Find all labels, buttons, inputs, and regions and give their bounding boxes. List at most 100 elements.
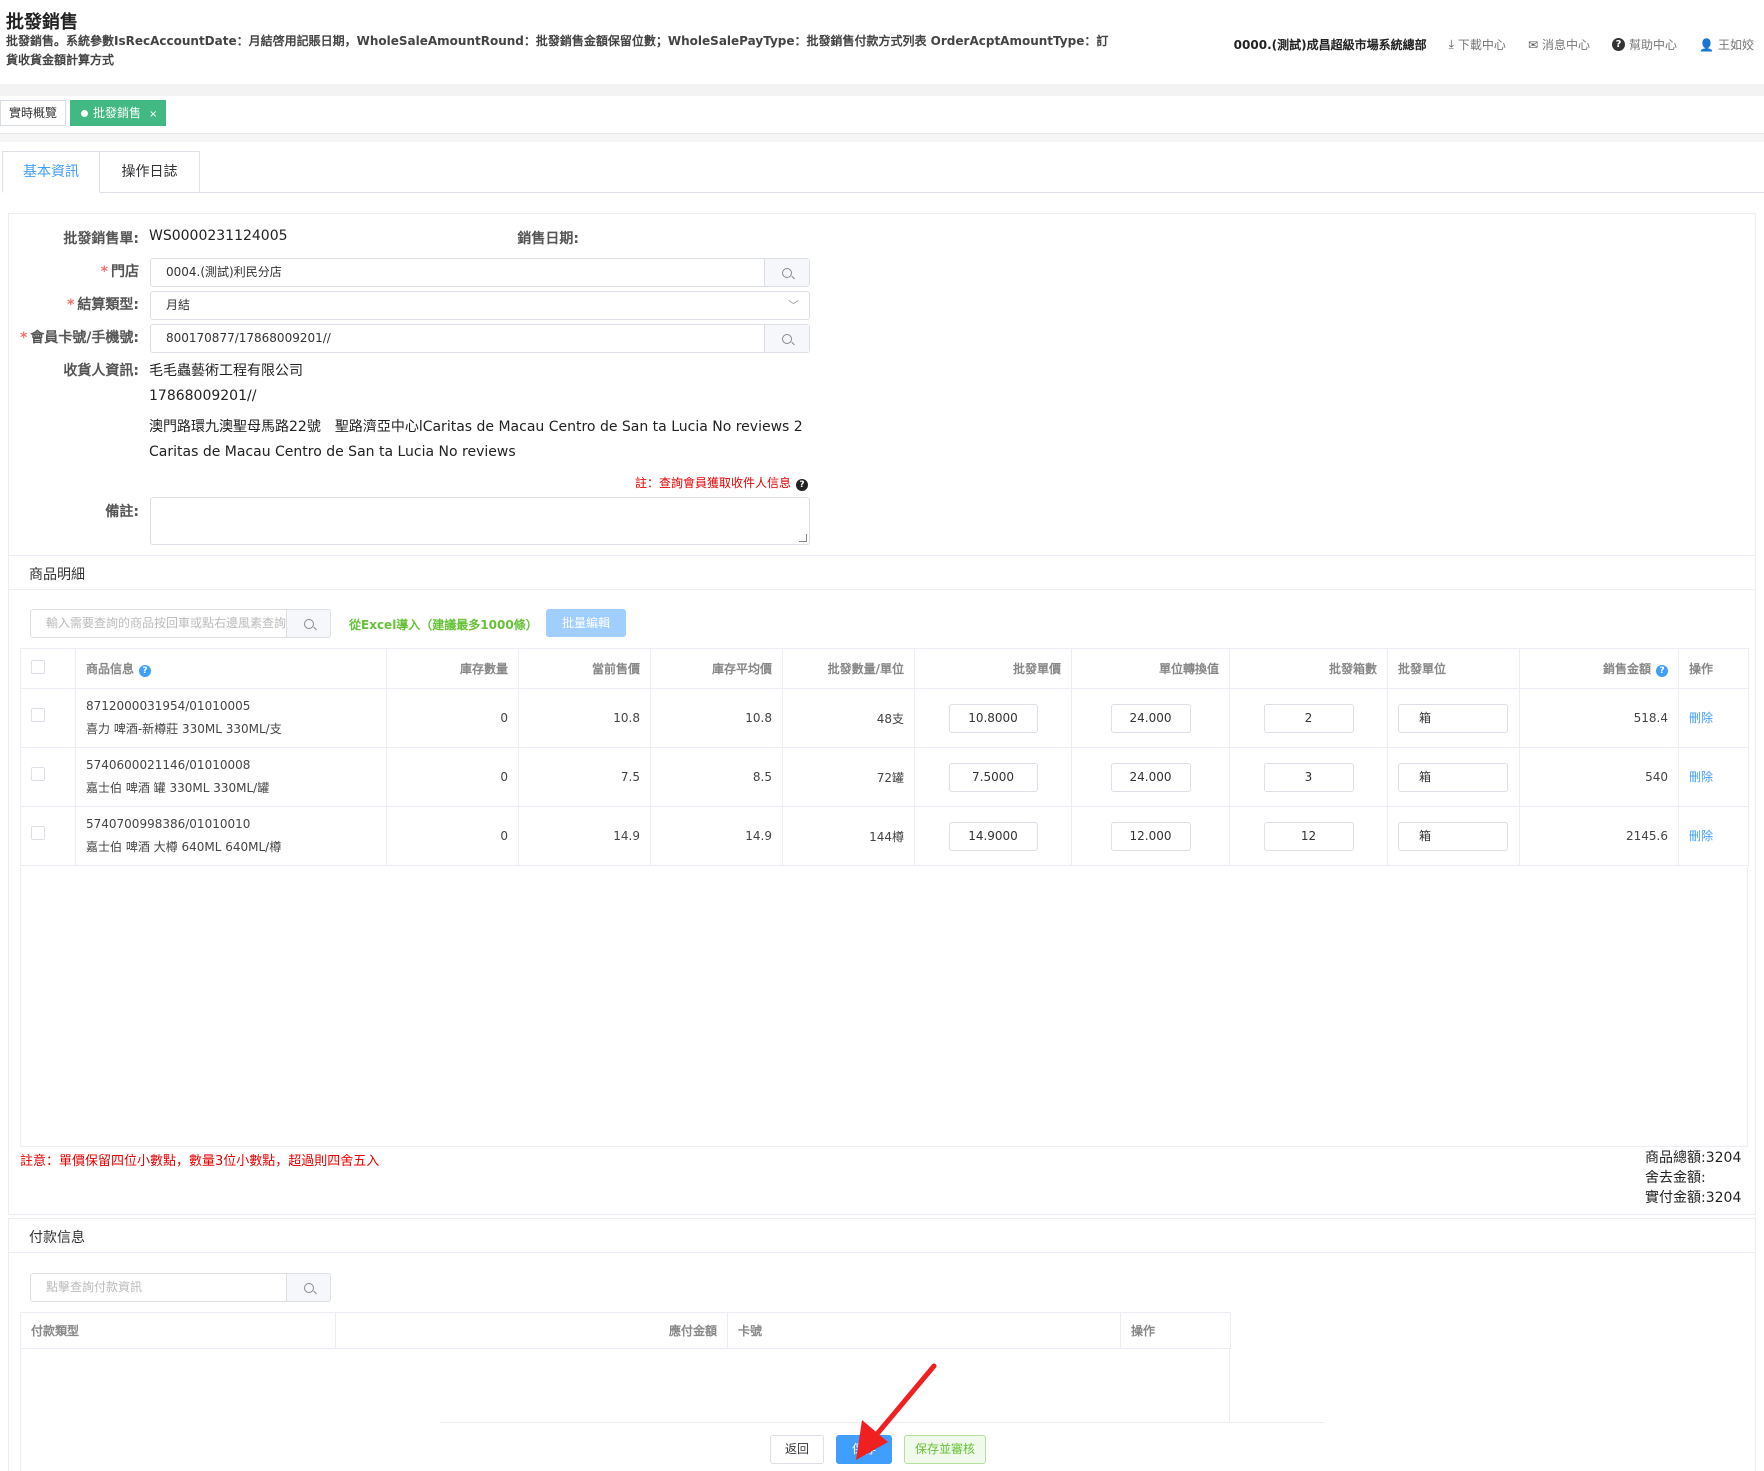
- col-pay-action: 操作: [1120, 1312, 1231, 1349]
- question-icon[interactable]: ?: [796, 479, 809, 491]
- page-description: 批發銷售。系統參數IsRecAccountDate：月結啓用記賬日期，Whole…: [6, 34, 1109, 67]
- resize-handle-icon[interactable]: [799, 534, 807, 542]
- goods-name: 嘉士伯 啤酒 大樽 640ML 640ML/樽: [86, 840, 282, 854]
- goods-table-empty-area: [20, 867, 1748, 1147]
- payment-search-input[interactable]: 點擊查詢付款資訊: [30, 1273, 331, 1302]
- wholesale-unit-cell: 箱: [1387, 806, 1520, 866]
- unit-price-input[interactable]: 14.9000: [948, 821, 1038, 851]
- store-field[interactable]: 0004.(測試)利民分店: [150, 258, 810, 287]
- user-menu[interactable]: 👤 王如姣: [1699, 36, 1754, 53]
- settle-type-label: * 結算類型:: [9, 294, 139, 314]
- search-icon: [782, 333, 792, 344]
- tag-wholesale-label: 批發銷售: [93, 106, 142, 120]
- boxes-input[interactable]: 12: [1263, 821, 1354, 851]
- boxes-input[interactable]: 2: [1263, 703, 1354, 733]
- paid-row: 實付金額: 3204: [1645, 1188, 1755, 1208]
- store-search-button[interactable]: [764, 259, 809, 286]
- goods-info-cell: 5740700998386/01010010 嘉士伯 啤酒 大樽 640ML 64…: [75, 806, 387, 866]
- wholesale-unit-input[interactable]: 箱: [1398, 703, 1508, 733]
- user-name: 王如姣: [1717, 38, 1754, 52]
- amount-cell: 540: [1519, 747, 1679, 807]
- boxes-input[interactable]: 3: [1263, 762, 1354, 792]
- wholesale-unit-input[interactable]: 箱: [1398, 762, 1508, 792]
- total-row: 商品總額: 3204: [1645, 1148, 1755, 1168]
- tag-overview[interactable]: 實時概覽: [0, 100, 67, 126]
- excel-import-link[interactable]: 從Excel導入（建議最多1000條）: [349, 618, 538, 632]
- goods-code: 5740600021146/01010008: [86, 758, 251, 772]
- page-title: 批發銷售: [6, 12, 78, 33]
- help-center-label: 幫助中心: [1629, 38, 1678, 52]
- question-icon[interactable]: ?: [1656, 665, 1668, 677]
- close-tag-icon[interactable]: ×: [149, 109, 158, 120]
- conversion-cell: 12.000: [1071, 806, 1230, 866]
- help-center-link[interactable]: ? 幫助中心: [1612, 36, 1677, 53]
- unit-price-input[interactable]: 7.5000: [948, 762, 1038, 792]
- download-center-link[interactable]: ⤓ 下載中心: [1449, 36, 1506, 53]
- required-mark: *: [100, 264, 108, 280]
- goods-info-cell: 5740600021146/01010008 嘉士伯 啤酒 罐 330ML 330…: [75, 747, 387, 807]
- unit-price-input[interactable]: 10.8000: [948, 703, 1038, 733]
- tab-basic-info[interactable]: 基本資訊: [2, 151, 100, 193]
- goods-search-button[interactable]: [286, 610, 330, 637]
- question-icon: ?: [1612, 38, 1626, 51]
- row-checkbox[interactable]: [31, 825, 45, 840]
- action-cell: 刪除: [1678, 747, 1749, 807]
- settle-type-select[interactable]: 月結 ﹀: [150, 291, 810, 320]
- table-row: 8712000031954/01010005 喜力 啤酒-新樽莊 330ML 33…: [20, 688, 1749, 748]
- col-wholesale-unit: 批發單位: [1387, 648, 1520, 689]
- conversion-input[interactable]: 24.000: [1110, 762, 1191, 792]
- message-center-link[interactable]: ✉ 消息中心: [1528, 36, 1590, 53]
- member-value: 800170877/17868009201//: [166, 331, 331, 345]
- back-button[interactable]: 返回: [770, 1435, 824, 1464]
- conversion-input[interactable]: 24.000: [1110, 703, 1191, 733]
- section-divider: [9, 1252, 1755, 1253]
- select-all-checkbox[interactable]: [31, 660, 45, 674]
- tab-operation-log[interactable]: 操作日誌: [100, 151, 200, 193]
- member-field[interactable]: 800170877/17868009201//: [150, 324, 810, 353]
- receiver-name: 毛毛蟲藝術工程有限公司: [149, 363, 303, 379]
- wholesale-unit-input[interactable]: 箱: [1398, 821, 1508, 851]
- row-checkbox[interactable]: [31, 707, 45, 722]
- goods-search-input[interactable]: 輸入需要查詢的商品按回車或點右邊風素查詢: [30, 609, 331, 638]
- payment-table: 付款類型 應付金額 卡號 操作: [20, 1312, 1231, 1349]
- qty-cell: 72罐: [782, 747, 915, 807]
- boxes-cell: 2: [1229, 688, 1388, 748]
- conversion-cell: 24.000: [1071, 688, 1230, 748]
- delete-link[interactable]: 刪除: [1689, 828, 1714, 843]
- total-value: 3204: [1705, 1150, 1742, 1166]
- delete-link[interactable]: 刪除: [1689, 710, 1714, 725]
- col-action: 操作: [1678, 648, 1749, 689]
- delete-link[interactable]: 刪除: [1689, 769, 1714, 784]
- col-unit-price: 批發單價: [914, 648, 1072, 689]
- settle-type-value: 月結: [166, 298, 191, 312]
- amount-cell: 2145.6: [1519, 806, 1679, 866]
- tag-wholesale[interactable]: 批發銷售 ×: [70, 100, 167, 126]
- mail-icon: ✉: [1527, 37, 1538, 52]
- conversion-input[interactable]: 12.000: [1110, 821, 1191, 851]
- question-icon[interactable]: ?: [139, 665, 152, 677]
- row-select-cell: [20, 806, 76, 866]
- stock-cell: 0: [386, 747, 519, 807]
- batch-edit-button[interactable]: 批量編輯: [546, 609, 626, 637]
- member-label-text: 會員卡號/手機號:: [30, 330, 139, 346]
- main-tabs: 基本資訊 操作日誌: [2, 151, 1764, 193]
- boxes-cell: 3: [1229, 747, 1388, 807]
- action-cell: 刪除: [1678, 688, 1749, 748]
- member-search-button[interactable]: [764, 325, 809, 352]
- price-cell: 10.8: [518, 688, 651, 748]
- org-name[interactable]: 0000.(測試)成昌超級市場系統總部: [1233, 38, 1427, 52]
- totals-panel: 商品總額: 3204 舍去金額: 實付金額: 3204: [1645, 1148, 1755, 1208]
- save-and-audit-button[interactable]: 保存並審核: [904, 1435, 986, 1464]
- col-goods-info-label: 商品信息: [86, 662, 135, 676]
- chevron-down-icon: ﹀: [788, 299, 799, 312]
- remark-textarea[interactable]: [150, 497, 810, 545]
- settle-type-label-text: 結算類型:: [77, 297, 139, 313]
- goods-section-title: 商品明細: [29, 567, 85, 583]
- qty-cell: 144樽: [782, 806, 915, 866]
- annotation-arrow-icon: [856, 1363, 937, 1460]
- payment-search-button[interactable]: [286, 1274, 330, 1301]
- discount-row: 舍去金額:: [1645, 1168, 1755, 1188]
- header-divider: [0, 84, 1764, 96]
- goods-detail-card: 商品明細 輸入需要查詢的商品按回車或點右邊風素查詢 從Excel導入（建議最多1…: [8, 555, 1756, 1215]
- row-checkbox[interactable]: [31, 766, 45, 781]
